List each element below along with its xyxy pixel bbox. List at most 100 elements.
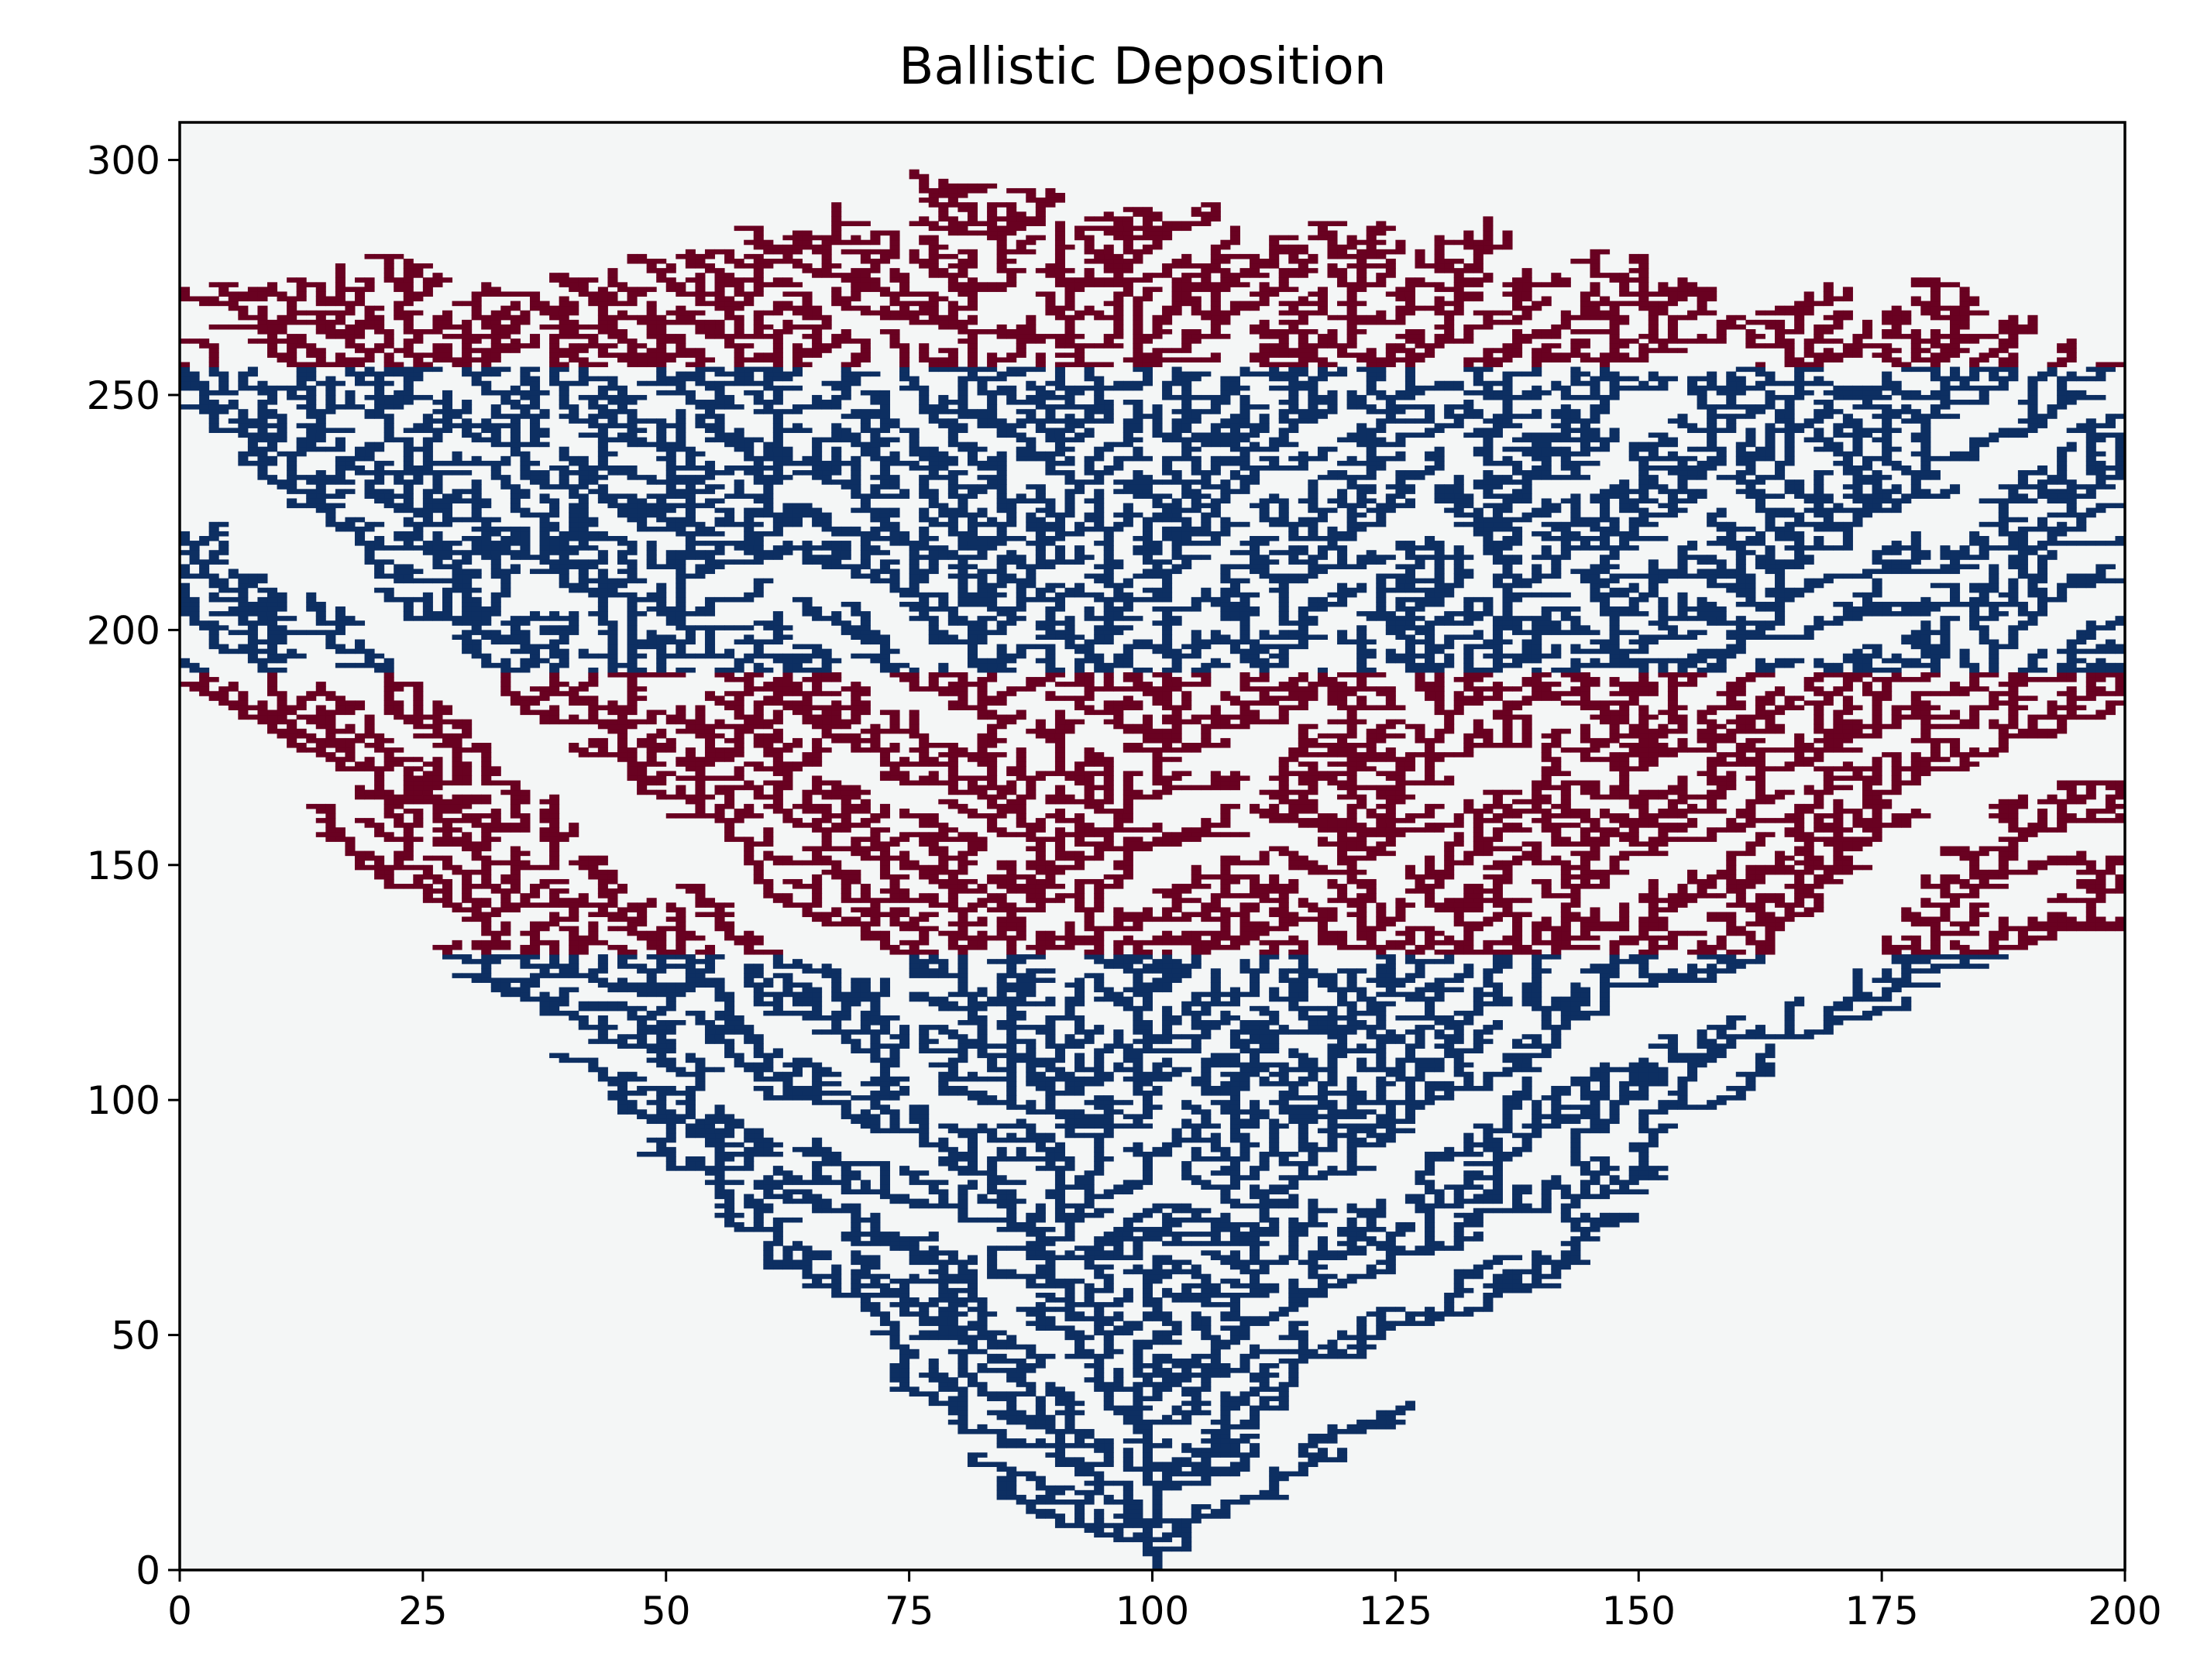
deposit-cell xyxy=(1143,1081,1153,1087)
deposit-cell xyxy=(1318,1170,1328,1176)
deposit-cell xyxy=(1493,1138,1503,1143)
deposit-cell xyxy=(1415,1100,1425,1105)
deposit-cell xyxy=(1298,997,1308,1002)
deposit-cell xyxy=(1123,988,1133,993)
deposit-cell xyxy=(1318,926,1328,932)
deposit-cell xyxy=(1279,1204,1289,1209)
deposit-cell xyxy=(880,982,890,988)
deposit-cell xyxy=(1580,1236,1590,1242)
deposit-cell xyxy=(831,1025,841,1030)
deposit-cell xyxy=(1230,1241,1240,1246)
deposit-cell xyxy=(1036,1072,1046,1077)
deposit-cell xyxy=(1610,1100,1620,1105)
deposit-cell xyxy=(938,1063,948,1068)
deposit-cell xyxy=(1036,884,1046,889)
deposit-cell xyxy=(1104,1321,1114,1326)
deposit-cell xyxy=(1454,950,1464,955)
deposit-cell xyxy=(861,888,871,894)
deposit-cell xyxy=(880,988,890,993)
deposit-cell xyxy=(919,1391,929,1397)
deposit-cell xyxy=(948,1048,958,1053)
deposit-cell xyxy=(1153,964,1163,969)
deposit-cell xyxy=(1123,964,1133,969)
deposit-cell xyxy=(1016,1180,1026,1185)
deposit-cell xyxy=(1367,1142,1377,1148)
deposit-cell xyxy=(1211,936,1221,941)
deposit-cell xyxy=(724,1118,734,1124)
deposit-cell xyxy=(579,1001,589,1007)
deposit-cell xyxy=(909,1199,920,1204)
deposit-cell xyxy=(1347,1029,1357,1035)
deposit-cell xyxy=(1483,1001,1493,1007)
deposit-cell xyxy=(822,1208,832,1214)
deposit-cell xyxy=(1532,1133,1542,1139)
deposit-cell xyxy=(1026,1124,1036,1129)
deposit-cell xyxy=(1250,936,1260,941)
deposit-cell xyxy=(1065,982,1075,988)
deposit-cell xyxy=(1085,936,1095,941)
deposit-cell xyxy=(1172,902,1182,908)
deposit-cell xyxy=(1269,1034,1279,1039)
deposit-cell xyxy=(1367,1227,1377,1232)
deposit-cell xyxy=(1172,940,1182,946)
deposit-cell xyxy=(1113,1382,1123,1387)
deposit-cell xyxy=(1580,1166,1590,1171)
deposit-cell xyxy=(1356,1340,1367,1345)
deposit-cell xyxy=(938,902,948,908)
deposit-cell xyxy=(1036,1438,1046,1444)
deposit-cell xyxy=(890,907,900,912)
deposit-cell xyxy=(909,1274,920,1280)
deposit-cell xyxy=(997,1476,1007,1482)
deposit-cell xyxy=(1298,1058,1308,1063)
deposit-cell xyxy=(861,1081,871,1087)
deposit-cell xyxy=(1405,1091,1415,1096)
deposit-cell xyxy=(938,1204,948,1209)
deposit-cell xyxy=(1425,1152,1435,1157)
deposit-cell xyxy=(1542,1184,1552,1190)
deposit-cell xyxy=(1658,1034,1668,1039)
deposit-cell xyxy=(822,1015,832,1021)
deposit-cell xyxy=(656,988,666,993)
deposit-cell xyxy=(1123,936,1133,941)
deposit-cell xyxy=(870,1255,880,1260)
deposit-cell xyxy=(1220,1053,1230,1059)
deposit-cell xyxy=(968,1269,978,1275)
deposit-cell xyxy=(617,977,627,983)
deposit-cell xyxy=(1026,1213,1036,1218)
deposit-cell xyxy=(1288,1029,1298,1035)
deposit-cell xyxy=(1668,1043,1678,1049)
deposit-cell xyxy=(861,1020,871,1026)
deposit-cell xyxy=(1201,1457,1211,1462)
deposit-cell xyxy=(1055,1170,1065,1176)
deposit-cell xyxy=(938,973,948,978)
deposit-cell xyxy=(763,1245,773,1251)
deposit-cell xyxy=(1570,992,1580,998)
deposit-cell xyxy=(1220,1081,1230,1087)
deposit-cell xyxy=(1376,1048,1386,1053)
deposit-cell xyxy=(666,1166,676,1171)
deposit-cell xyxy=(1493,1184,1503,1190)
deposit-cell xyxy=(1386,988,1396,993)
deposit-cell xyxy=(1532,950,1542,955)
deposit-cell xyxy=(1230,992,1240,998)
deposit-cell xyxy=(1551,1029,1561,1035)
deposit-cell xyxy=(1367,1034,1377,1039)
deposit-cell xyxy=(1113,950,1123,955)
deposit-cell xyxy=(1649,977,1659,983)
deposit-cell xyxy=(1298,1029,1308,1035)
deposit-cell xyxy=(1298,968,1308,974)
deposit-cell xyxy=(744,1194,754,1200)
deposit-cell xyxy=(1610,982,1620,988)
deposit-cell xyxy=(1347,1232,1357,1237)
deposit-cell xyxy=(938,1373,948,1378)
deposit-cell xyxy=(1036,1156,1046,1162)
deposit-cell xyxy=(1580,1180,1590,1185)
deposit-cell xyxy=(841,1166,851,1171)
deposit-cell xyxy=(831,907,841,912)
deposit-cell xyxy=(1347,1241,1357,1246)
deposit-cell xyxy=(1356,1213,1367,1218)
deposit-cell xyxy=(1153,988,1163,993)
deposit-cell xyxy=(880,1170,890,1176)
deposit-cell xyxy=(1006,1043,1016,1049)
deposit-cell xyxy=(1376,1325,1386,1331)
